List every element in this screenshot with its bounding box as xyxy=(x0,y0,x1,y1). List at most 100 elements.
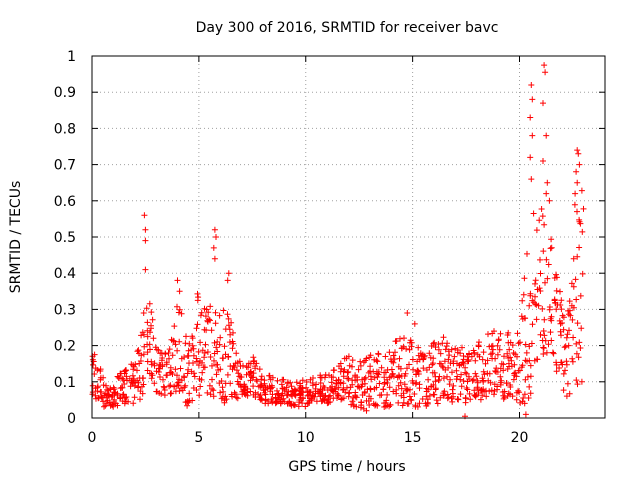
data-point xyxy=(414,367,421,374)
data-point xyxy=(148,322,154,329)
data-point xyxy=(352,389,359,396)
data-point xyxy=(204,389,211,396)
data-point xyxy=(347,384,354,391)
data-point xyxy=(141,331,147,338)
data-point xyxy=(174,347,181,354)
data-point xyxy=(522,315,529,322)
data-point xyxy=(575,150,582,157)
data-point xyxy=(121,394,128,400)
data-point xyxy=(529,321,536,328)
data-point xyxy=(488,343,495,350)
data-point xyxy=(495,336,502,343)
data-point xyxy=(524,250,530,257)
data-point xyxy=(142,226,149,233)
data-point xyxy=(547,329,554,336)
data-point xyxy=(472,357,479,364)
data-point xyxy=(544,275,551,282)
data-point xyxy=(155,369,162,375)
data-point xyxy=(510,376,517,383)
data-point xyxy=(207,317,213,324)
data-point xyxy=(89,382,96,389)
data-point xyxy=(557,302,564,308)
data-point xyxy=(553,274,560,281)
data-point xyxy=(527,390,534,397)
data-point xyxy=(164,372,171,379)
data-point xyxy=(166,355,172,362)
data-point xyxy=(137,388,144,395)
data-point xyxy=(373,357,380,364)
data-point xyxy=(135,347,142,354)
data-point xyxy=(511,361,518,368)
data-point xyxy=(142,237,149,244)
data-point xyxy=(176,288,183,295)
data-point xyxy=(457,391,464,398)
data-point xyxy=(540,344,547,351)
data-point xyxy=(577,345,584,351)
data-point xyxy=(570,283,577,290)
y-tick-label: 0.3 xyxy=(54,302,76,318)
data-point xyxy=(474,377,481,384)
data-point xyxy=(442,346,449,353)
data-point xyxy=(171,338,178,345)
data-point xyxy=(177,365,184,372)
data-point xyxy=(432,344,439,351)
data-point xyxy=(220,388,227,395)
data-point xyxy=(148,309,155,316)
data-point xyxy=(576,244,583,251)
data-point xyxy=(390,373,397,380)
data-point xyxy=(254,378,261,385)
data-point xyxy=(357,362,364,369)
data-point xyxy=(182,382,189,389)
data-point xyxy=(486,388,493,395)
data-point xyxy=(528,340,535,347)
data-point xyxy=(258,373,265,380)
data-point xyxy=(439,363,446,370)
data-point xyxy=(195,348,202,355)
data-point xyxy=(346,362,353,369)
data-point xyxy=(563,334,570,341)
data-point xyxy=(484,357,491,364)
data-point xyxy=(504,332,511,338)
data-point xyxy=(454,396,461,403)
data-point xyxy=(445,394,452,401)
data-point xyxy=(378,364,385,371)
data-point xyxy=(298,388,305,395)
data-point xyxy=(90,361,96,368)
data-point xyxy=(437,350,444,357)
data-point xyxy=(244,385,251,392)
data-point xyxy=(440,334,447,341)
data-point xyxy=(209,386,215,392)
data-point xyxy=(367,352,374,359)
data-point xyxy=(313,381,320,388)
data-point xyxy=(408,339,415,346)
data-point xyxy=(479,356,486,363)
data-point xyxy=(467,396,474,403)
data-point xyxy=(471,349,477,356)
x-tick-label: 0 xyxy=(88,430,97,446)
data-point xyxy=(162,351,169,357)
data-point xyxy=(470,376,477,383)
data-point xyxy=(357,358,364,365)
data-point xyxy=(562,343,569,350)
data-point xyxy=(297,394,304,401)
data-point xyxy=(487,379,494,386)
y-tick-label: 0.2 xyxy=(54,339,76,355)
data-point xyxy=(384,402,391,409)
chart-title: Day 300 of 2016, SRMTID for receiver bav… xyxy=(196,20,499,36)
data-point xyxy=(569,355,576,362)
data-point xyxy=(245,360,252,367)
data-point xyxy=(214,348,221,355)
data-point xyxy=(414,368,421,375)
data-point xyxy=(400,390,407,397)
data-point xyxy=(250,391,257,398)
data-point xyxy=(520,395,527,401)
data-point xyxy=(108,401,115,408)
data-point xyxy=(395,363,402,370)
data-point xyxy=(491,388,498,394)
data-point xyxy=(172,341,179,348)
data-point xyxy=(367,363,374,370)
data-point xyxy=(542,69,549,76)
data-point xyxy=(289,388,296,395)
data-point xyxy=(459,344,465,351)
data-point xyxy=(299,377,306,384)
